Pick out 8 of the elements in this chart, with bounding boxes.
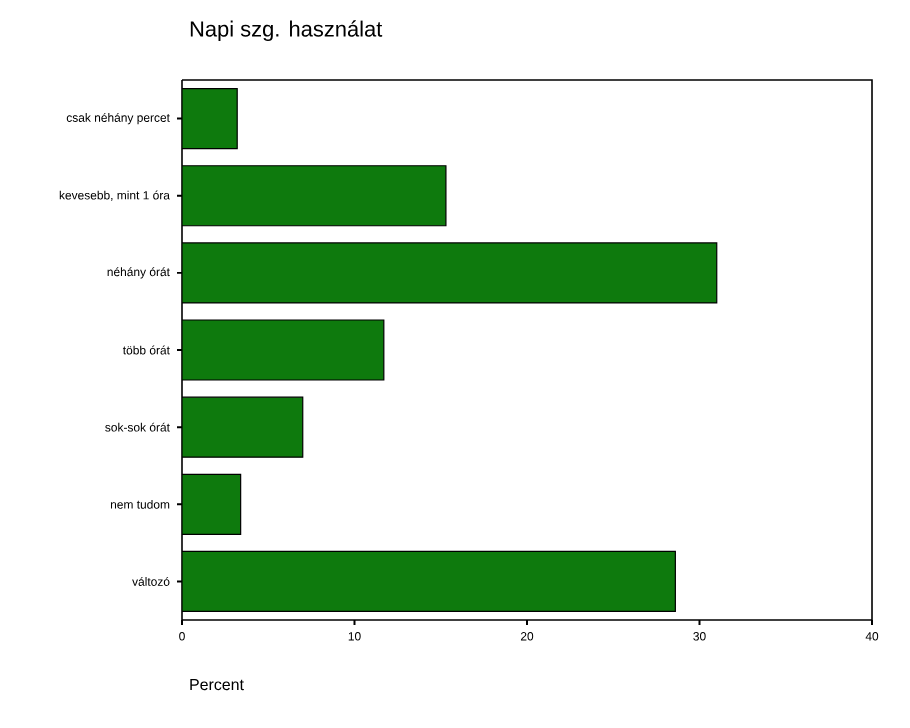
bar [182, 550, 676, 613]
bar [182, 87, 238, 150]
bar [182, 473, 242, 535]
chart-title: Napi szg. használat [190, 20, 383, 42]
bar [182, 319, 385, 381]
bar [182, 165, 447, 227]
bar [182, 242, 718, 304]
bar [182, 396, 304, 458]
